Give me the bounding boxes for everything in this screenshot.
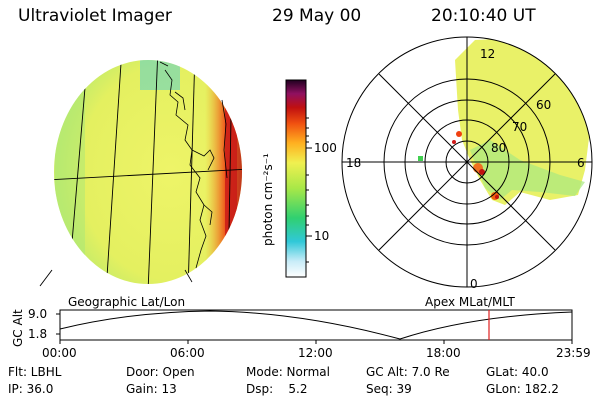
x-tick-1200: 12:00 [298, 346, 333, 360]
x-tick-0600: 06:00 [170, 346, 205, 360]
glat-info: GLat: 40.0 [486, 365, 549, 379]
seq-info: Seq: 39 [366, 382, 412, 396]
lat-label-60: 60 [536, 98, 552, 112]
colorbar-tick-100: 100 [314, 141, 337, 155]
altitude-axis-label: GC Alt [11, 309, 25, 347]
gc-alt-info: GC Alt: 7.0 Re [366, 365, 450, 379]
alt-tick-9: 9.0 [28, 307, 48, 321]
colorbar-tick-10: 10 [314, 229, 330, 243]
mlt-label-6: 6 [577, 156, 585, 170]
colorbar-unit-label: photon cm⁻²s⁻¹ [261, 153, 275, 246]
mlt-label-18: 18 [346, 156, 362, 170]
x-tick-1800: 18:00 [426, 346, 461, 360]
date-label: 29 May 00 [272, 6, 362, 26]
polar-plot [341, 36, 593, 288]
x-tick-2359: 23:59 [556, 346, 591, 360]
mlt-label-12: 12 [480, 47, 496, 61]
altitude-plot [56, 309, 573, 344]
instrument-title: Ultraviolet Imager [18, 6, 172, 26]
time-label: 20:10:40 UT [431, 6, 536, 26]
ip-info: IP: 36.0 [8, 382, 54, 396]
alt-tick-1-8: 1.8 [28, 327, 48, 341]
glon-info: GLon: 182.2 [486, 382, 559, 396]
dsp-info: Dsp: 5.2 [246, 382, 308, 396]
apex-label: Apex MLat/MLT [425, 295, 515, 309]
filter-info: Flt: LBHL [8, 365, 62, 379]
colorbar [285, 79, 312, 278]
lat-label-70: 70 [512, 120, 528, 134]
polar-grid [341, 36, 593, 288]
mlt-label-0: 0 [470, 277, 478, 291]
door-info: Door: Open [126, 365, 195, 379]
gain-info: Gain: 13 [126, 382, 177, 396]
geographic-label: Geographic Lat/Lon [68, 295, 186, 309]
lat-label-80: 80 [491, 141, 507, 155]
earth-disk-image [39, 60, 242, 287]
mode-info: Mode: Normal [246, 365, 330, 379]
x-tick-0000: 00:00 [42, 346, 77, 360]
coastline [159, 61, 228, 283]
